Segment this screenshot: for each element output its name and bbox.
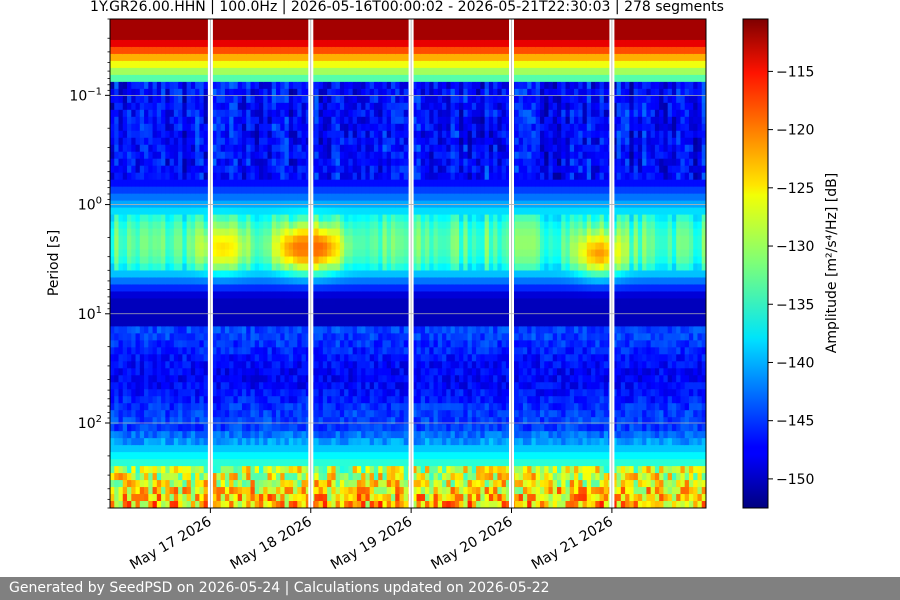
colorbar-tick-label: −145 (776, 414, 814, 430)
y-tick-label: 10−1 (69, 86, 102, 104)
y-tick-label: 102 (78, 414, 102, 432)
grid-lines (110, 19, 706, 508)
x-tick-label: May 21 2026 (529, 514, 616, 574)
colorbar-gradient (743, 19, 768, 508)
colorbar-label: Amplitude [m²/s⁴/Hz] [dB] (824, 173, 840, 353)
x-tick-label: May 19 2026 (328, 514, 415, 574)
colorbar: −115 −120 −125 −130 −135 −140 −145 −150 Amplitu… (742, 18, 840, 509)
colorbar-tick-label: −135 (776, 297, 814, 313)
colorbar-tick-label: −115 (776, 64, 814, 80)
plot-frame (109, 18, 707, 509)
y-tick-label: 101 (78, 305, 102, 323)
chart-title: 1Y.GR26.00.HHN | 100.0Hz | 2026-05-16T00… (90, 0, 724, 15)
footer-text: Generated by SeedPSD on 2026-05-24 | Cal… (9, 580, 550, 596)
colorbar-frame (742, 18, 769, 509)
colorbar-tick-label: −120 (776, 123, 814, 139)
colorbar-tick-label: −125 (776, 181, 814, 197)
plot-area (110, 19, 706, 508)
x-tick-label: May 18 2026 (228, 514, 315, 574)
x-tick-label: May 17 2026 (127, 514, 214, 574)
footer-bar: Generated by SeedPSD on 2026-05-24 | Cal… (0, 577, 900, 600)
y-axis: 10−1 100 101 102 (69, 18, 110, 509)
y-axis-label: Period [s] (46, 230, 62, 296)
colorbar-tick-label: −140 (776, 355, 814, 371)
y-tick-label: 100 (78, 196, 102, 214)
heatmap-cells (110, 19, 706, 508)
x-tick-label: May 20 2026 (428, 514, 515, 574)
colorbar-ticks: −115 −120 −125 −130 −135 −140 −145 −150 (768, 64, 814, 488)
colorbar-tick-label: −150 (776, 472, 814, 488)
x-axis: May 17 2026 May 18 2026 May 19 2026 May 20 … (127, 508, 616, 573)
colorbar-tick-label: −130 (776, 239, 814, 255)
